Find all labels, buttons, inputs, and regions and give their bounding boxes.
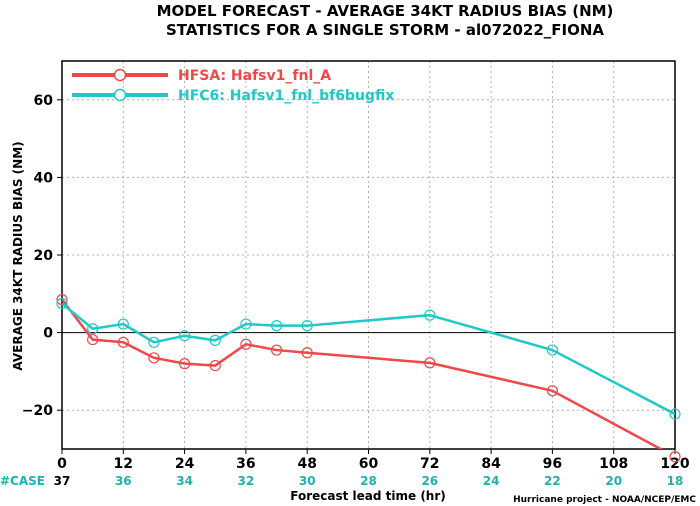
case-count-5: 28	[360, 474, 377, 488]
case-row-label: #CASE	[0, 474, 45, 488]
case-count-3: 32	[238, 474, 255, 488]
case-count-0: 37	[54, 474, 71, 488]
case-count-7: 24	[483, 474, 500, 488]
y-tick-label-3: 40	[34, 170, 54, 186]
case-count-2: 34	[176, 474, 193, 488]
case-count-8: 22	[544, 474, 561, 488]
x-tick-label-0: 0	[57, 456, 67, 472]
series-0-point-8	[301, 347, 313, 359]
x-tick-label-6: 72	[420, 456, 439, 472]
series-1-point-4	[179, 330, 191, 342]
credit-text: Hurricane project - NOAA/NCEP/EMC	[513, 495, 696, 505]
case-count-4: 30	[299, 474, 316, 488]
x-tick-label-7: 84	[481, 456, 501, 472]
x-tick-label-5: 60	[359, 456, 379, 472]
case-count-10: 18	[667, 474, 684, 488]
y-tick-label-0: −20	[22, 403, 53, 419]
y-tick-label-2: 20	[34, 248, 54, 264]
series-1-point-8	[301, 320, 313, 332]
case-count-6: 26	[421, 474, 438, 488]
y-tick-label-1: 0	[43, 326, 53, 342]
series-0-point-11	[669, 451, 681, 463]
x-axis-label: Forecast lead time (hr)	[290, 489, 446, 503]
series-0-point-6	[240, 338, 252, 350]
series-1-point-10	[546, 344, 559, 356]
case-count-1: 36	[115, 474, 132, 488]
series-1-point-3	[148, 336, 160, 348]
series-1-point-2	[117, 318, 129, 330]
y-axis-label: AVERAGE 34KT RADIUS BIAS (NM)	[11, 141, 25, 370]
legend-label-0: HFSA: Hafsv1_fnl_A	[178, 68, 331, 84]
series-1-point-6	[240, 318, 252, 330]
legend-label-1: HFC6: Hafsv1_fnl_bf6bugfix	[178, 88, 394, 104]
series-0-point-2	[117, 336, 129, 348]
series-0-line	[62, 298, 664, 449]
x-tick-label-1: 12	[114, 456, 133, 472]
x-tick-label-3: 36	[236, 456, 255, 472]
x-tick-label-9: 108	[599, 456, 628, 472]
series-0-point-10	[546, 385, 559, 397]
series-1-point-7	[270, 320, 283, 332]
case-count-9: 20	[605, 474, 622, 488]
series-1-point-9	[424, 309, 436, 321]
y-tick-label-4: 60	[34, 93, 54, 109]
chart-title-line-2: STATISTICS FOR A SINGLE STORM - al072022…	[166, 21, 604, 39]
x-tick-label-10: 120	[660, 456, 689, 472]
x-tick-label-4: 48	[297, 456, 316, 472]
series-1-point-1	[87, 323, 99, 335]
series-0-point-3	[148, 352, 160, 364]
series-1-point-0	[56, 297, 68, 310]
series-0-point-1	[87, 333, 99, 346]
series-0	[62, 298, 664, 449]
x-tick-label-8: 96	[543, 456, 562, 472]
series-1-point-11	[669, 408, 681, 420]
legend-marker-1	[113, 88, 127, 102]
series-0-point-9	[424, 357, 436, 369]
x-tick-label-2: 24	[175, 456, 195, 472]
series-1-point-5	[209, 334, 221, 346]
series-0-point-4	[179, 358, 191, 370]
chart-title-line-1: MODEL FORECAST - AVERAGE 34KT RADIUS BIA…	[157, 2, 614, 20]
series-0-point-5	[209, 359, 221, 372]
series-0-point-7	[270, 344, 283, 356]
legend-marker-0	[113, 68, 127, 82]
